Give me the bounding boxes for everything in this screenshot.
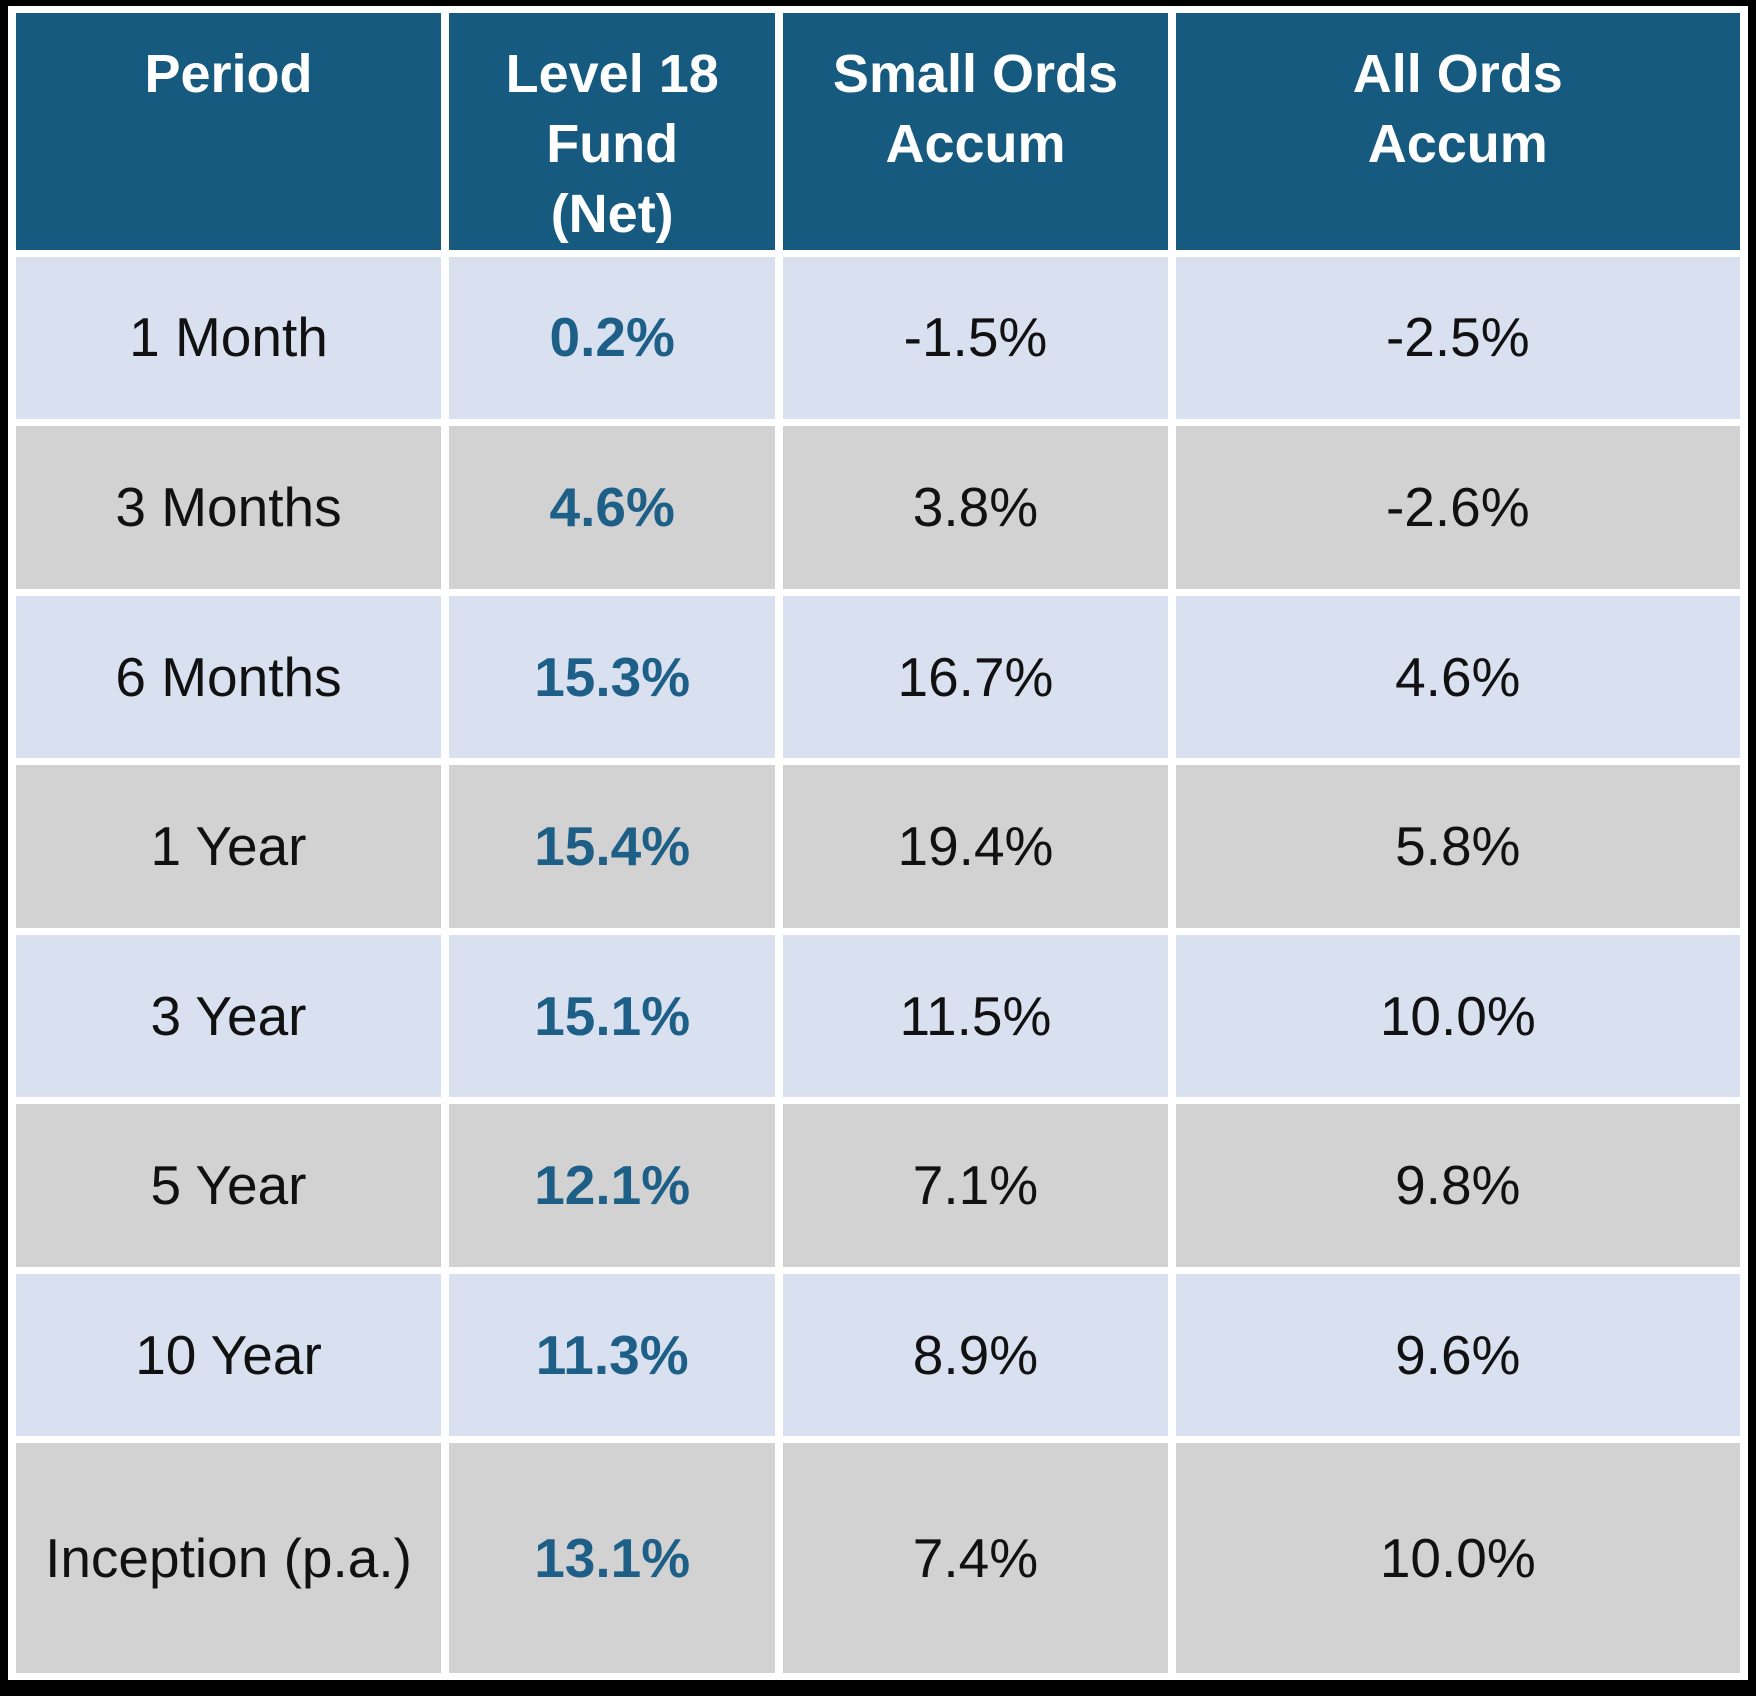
small-ords-value-cell: 19.4% (783, 765, 1168, 928)
all-ords-value-cell: 10.0% (1175, 934, 1740, 1098)
table-row-10-year: 10 Year 11.3% 8.9% 9.6% (16, 1273, 1740, 1437)
small-ords-value-cell: 11.5% (783, 934, 1168, 1098)
all-ords-value-cell: -2.5% (1175, 256, 1740, 420)
small-ords-value-cell: 7.1% (783, 1104, 1168, 1267)
period-cell: 3 Year (16, 934, 441, 1098)
column-header-small-ords-label: Small Ords Accum (832, 44, 1119, 175)
small-ords-value-cell: 16.7% (783, 595, 1168, 759)
table-row-6-months: 6 Months 15.3% 16.7% 4.6% (16, 595, 1740, 759)
fund-value-cell: 15.1% (449, 934, 776, 1098)
period-cell: 1 Year (16, 765, 441, 928)
period-cell: 6 Months (16, 595, 441, 759)
fund-value-cell: 0.2% (449, 256, 776, 420)
table-row-inception: Inception (p.a.) 13.1% 7.4% 10.0% (16, 1443, 1740, 1673)
table-row-1-year: 1 Year 15.4% 19.4% 5.8% (16, 765, 1740, 928)
table-row-3-months: 3 Months 4.6% 3.8% -2.6% (16, 426, 1740, 589)
performance-table: Period Level 18 Fund (Net) Small Ords Ac… (8, 6, 1748, 1680)
all-ords-value-cell: 5.8% (1175, 765, 1740, 928)
fund-value-cell: 15.4% (449, 765, 776, 928)
column-header-all-ords-label: All Ords Accum (1352, 44, 1563, 175)
column-header-period: Period (16, 13, 441, 250)
small-ords-value-cell: -1.5% (783, 256, 1168, 420)
all-ords-value-cell: -2.6% (1175, 426, 1740, 589)
header-row: Period Level 18 Fund (Net) Small Ords Ac… (16, 13, 1740, 250)
all-ords-value-cell: 9.6% (1175, 1273, 1740, 1437)
fund-value-cell: 11.3% (449, 1273, 776, 1437)
all-ords-value-cell: 10.0% (1175, 1443, 1740, 1673)
column-header-fund-label: Level 18 Fund (Net) (505, 44, 719, 245)
fund-value-cell: 15.3% (449, 595, 776, 759)
period-cell: 3 Months (16, 426, 441, 589)
all-ords-value-cell: 4.6% (1175, 595, 1740, 759)
fund-value-cell: 4.6% (449, 426, 776, 589)
period-cell: Inception (p.a.) (16, 1443, 441, 1673)
small-ords-value-cell: 7.4% (783, 1443, 1168, 1673)
table-header: Period Level 18 Fund (Net) Small Ords Ac… (16, 13, 1740, 250)
table-row-5-year: 5 Year 12.1% 7.1% 9.8% (16, 1104, 1740, 1267)
small-ords-value-cell: 8.9% (783, 1273, 1168, 1437)
column-header-small-ords: Small Ords Accum (783, 13, 1168, 250)
column-header-period-label: Period (144, 44, 313, 104)
table-row-3-year: 3 Year 15.1% 11.5% 10.0% (16, 934, 1740, 1098)
fund-value-cell: 12.1% (449, 1104, 776, 1267)
period-cell: 10 Year (16, 1273, 441, 1437)
period-cell: 1 Month (16, 256, 441, 420)
column-header-all-ords: All Ords Accum (1175, 13, 1740, 250)
column-header-fund: Level 18 Fund (Net) (449, 13, 776, 250)
all-ords-value-cell: 9.8% (1175, 1104, 1740, 1267)
table-row-1-month: 1 Month 0.2% -1.5% -2.5% (16, 256, 1740, 420)
fund-value-cell: 13.1% (449, 1443, 776, 1673)
table-body: 1 Month 0.2% -1.5% -2.5% 3 Months 4.6% 3… (16, 256, 1740, 1673)
period-cell: 5 Year (16, 1104, 441, 1267)
small-ords-value-cell: 3.8% (783, 426, 1168, 589)
